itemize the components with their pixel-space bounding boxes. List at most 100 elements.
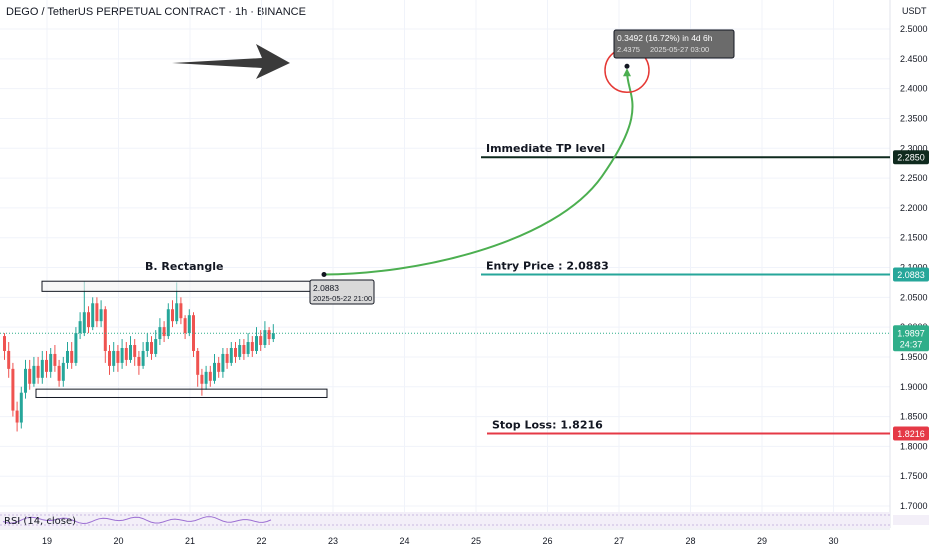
candle-body — [166, 309, 170, 337]
candle-body — [32, 365, 36, 384]
candle-body — [95, 303, 99, 322]
candle-body — [103, 309, 107, 351]
countdown-label: 24:37 — [900, 339, 923, 349]
target-tooltip-date: 2025-05-27 03:00 — [650, 45, 709, 54]
candle-body — [225, 353, 229, 363]
candle-body — [11, 368, 15, 411]
y-tick-label: 2.5000 — [900, 24, 928, 34]
x-tick-label: 29 — [757, 536, 767, 546]
candle-body — [271, 333, 275, 340]
candle-body — [108, 350, 111, 366]
candle-body — [28, 368, 32, 384]
candle-body — [179, 303, 183, 319]
candle-body — [99, 309, 103, 322]
y-tick-label: 2.4000 — [900, 84, 928, 94]
candle-body — [217, 362, 221, 372]
candle-body — [57, 365, 61, 381]
y-tick-label: 1.8500 — [900, 412, 928, 422]
candle-body — [15, 410, 19, 423]
start-tooltip-box — [309, 279, 375, 305]
candle-body — [87, 312, 90, 328]
candle-body — [171, 309, 174, 322]
y-tick-label: 1.9500 — [900, 352, 928, 362]
y-tick-label: 2.1500 — [900, 233, 928, 243]
rsi-line — [2, 516, 272, 525]
x-tick-label: 22 — [256, 536, 266, 546]
rectangle-bottom — [35, 388, 328, 398]
x-tick-label: 23 — [328, 536, 338, 546]
level-label: Immediate TP level — [486, 142, 605, 155]
level-price-label: 2.0883 — [897, 270, 925, 280]
y-tick-label: 1.7000 — [900, 501, 928, 511]
candle-body — [7, 350, 11, 369]
x-tick-label: 21 — [185, 536, 195, 546]
candle-body — [246, 342, 250, 354]
current-price-tag — [893, 325, 929, 352]
start-tooltip-date: 2025-05-22 21:00 — [313, 294, 372, 303]
start-tooltip-price: 2.0883 — [313, 283, 339, 293]
level-price-tag — [893, 267, 929, 282]
candle-body — [204, 371, 208, 384]
candle-body — [45, 359, 48, 372]
rectangle-top — [41, 280, 327, 292]
x-tick-label: 20 — [113, 536, 123, 546]
start-point — [321, 271, 327, 277]
candle-body — [150, 342, 153, 354]
candle-body — [267, 330, 271, 340]
y-tick-label: 1.9000 — [900, 382, 928, 392]
x-tick-label: 25 — [471, 536, 481, 546]
chart-title: DEGO / TetherUS PERPETUAL CONTRACT · 1h … — [6, 6, 306, 18]
price-axis[interactable]: 2.5000 2.4500 2.4000 2.3500 2.3000 2.2500 2.20… — [893, 6, 929, 511]
target-tooltip-change: 0.3492 (16.72%) in 4d 6h — [617, 33, 713, 43]
candle-body — [145, 342, 149, 351]
current-price-label: 1.9897 — [897, 328, 925, 338]
candle-body — [61, 362, 65, 381]
x-tick-label: 27 — [614, 536, 624, 546]
candle-body — [66, 350, 69, 363]
candle-body — [137, 356, 141, 366]
y-tick-label: 2.4500 — [900, 54, 928, 64]
candle-body — [238, 345, 242, 357]
level-price-tag — [893, 426, 929, 441]
candle-body — [263, 330, 267, 346]
candle-body — [116, 350, 120, 363]
candle-body — [196, 350, 200, 375]
candle-body — [242, 345, 246, 354]
candle-body — [133, 345, 137, 357]
candle-body — [154, 339, 158, 354]
candle-body — [19, 392, 23, 423]
candle-body — [234, 347, 237, 357]
candles — [3, 281, 275, 432]
rsi-axis-bg — [893, 515, 929, 525]
candle-body — [82, 312, 86, 334]
overlays: B. Rectangle Immediate TP level Entry Pric… — [0, 29, 890, 435]
x-tick-label: 19 — [42, 536, 52, 546]
rsi-label: RSI (14, close) — [4, 516, 77, 527]
candle-body — [208, 371, 212, 381]
candle-body — [40, 359, 44, 378]
candle-body — [229, 347, 233, 363]
currency-label: USDT — [902, 6, 927, 16]
y-tick-label: 2.3500 — [900, 113, 928, 123]
candle-body — [70, 350, 74, 363]
target-tooltip-price: 2.4375 — [617, 45, 640, 54]
level-label: Entry Price : 2.0883 — [486, 259, 609, 272]
candle-body — [120, 347, 124, 363]
x-tick-label: 28 — [685, 536, 695, 546]
projection-curve — [323, 71, 634, 276]
candle-body — [3, 336, 6, 351]
candle-body — [124, 347, 128, 360]
projection-arrowhead — [623, 68, 631, 77]
candle-body — [250, 342, 254, 351]
level-price-label: 2.2850 — [897, 153, 925, 163]
candle-body — [192, 315, 195, 351]
time-axis[interactable]: 19 20 21 22 23 24 25 26 27 28 29 30 — [42, 536, 839, 546]
candle-body — [183, 318, 187, 334]
candle-body — [162, 327, 166, 337]
x-tick-label: 26 — [542, 536, 552, 546]
level-price-label: 1.8216 — [897, 429, 925, 439]
y-tick-label: 2.2000 — [900, 203, 928, 213]
candle-body — [78, 321, 82, 334]
rsi-background — [0, 512, 890, 528]
